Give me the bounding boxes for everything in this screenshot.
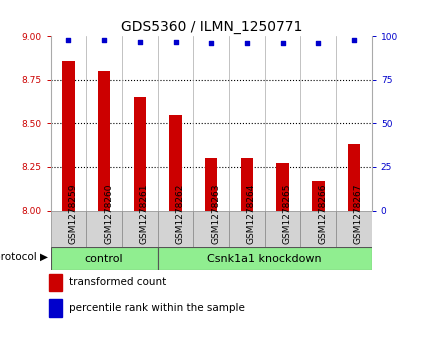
FancyBboxPatch shape — [51, 211, 86, 247]
FancyBboxPatch shape — [158, 211, 193, 247]
Bar — [62, 61, 75, 211]
Text: transformed count: transformed count — [69, 277, 166, 287]
FancyBboxPatch shape — [51, 247, 158, 270]
Bar — [48, 299, 62, 317]
Bar — [276, 163, 289, 211]
Text: GSM1278267: GSM1278267 — [354, 183, 363, 244]
Bar — [134, 97, 146, 211]
Text: GSM1278259: GSM1278259 — [69, 183, 77, 244]
FancyBboxPatch shape — [86, 211, 122, 247]
Bar — [98, 71, 110, 211]
Point — [136, 38, 143, 44]
Text: GSM1278265: GSM1278265 — [282, 183, 292, 244]
Point — [315, 40, 322, 46]
Text: GSM1278260: GSM1278260 — [104, 183, 113, 244]
Point — [243, 40, 250, 46]
Text: GSM1278266: GSM1278266 — [318, 183, 327, 244]
Text: percentile rank within the sample: percentile rank within the sample — [69, 303, 245, 313]
FancyBboxPatch shape — [193, 211, 229, 247]
Text: protocol ▶: protocol ▶ — [0, 252, 48, 262]
Bar — [169, 115, 182, 211]
FancyBboxPatch shape — [301, 211, 336, 247]
Bar — [205, 158, 217, 211]
Point — [65, 37, 72, 43]
Text: Csnk1a1 knockdown: Csnk1a1 knockdown — [207, 254, 322, 264]
Point — [208, 40, 215, 46]
Text: GSM1278263: GSM1278263 — [211, 183, 220, 244]
Text: GSM1278262: GSM1278262 — [176, 183, 184, 244]
Text: control: control — [85, 254, 124, 264]
FancyBboxPatch shape — [229, 211, 265, 247]
FancyBboxPatch shape — [265, 211, 301, 247]
Point — [172, 38, 179, 44]
Title: GDS5360 / ILMN_1250771: GDS5360 / ILMN_1250771 — [121, 20, 302, 34]
Text: GSM1278261: GSM1278261 — [140, 183, 149, 244]
FancyBboxPatch shape — [336, 211, 372, 247]
FancyBboxPatch shape — [122, 211, 158, 247]
Bar — [348, 144, 360, 211]
Bar — [312, 181, 325, 211]
Bar — [241, 158, 253, 211]
Point — [101, 37, 108, 43]
Point — [350, 37, 357, 43]
FancyBboxPatch shape — [158, 247, 372, 270]
Point — [279, 40, 286, 46]
Text: GSM1278264: GSM1278264 — [247, 183, 256, 244]
Bar — [48, 274, 62, 291]
